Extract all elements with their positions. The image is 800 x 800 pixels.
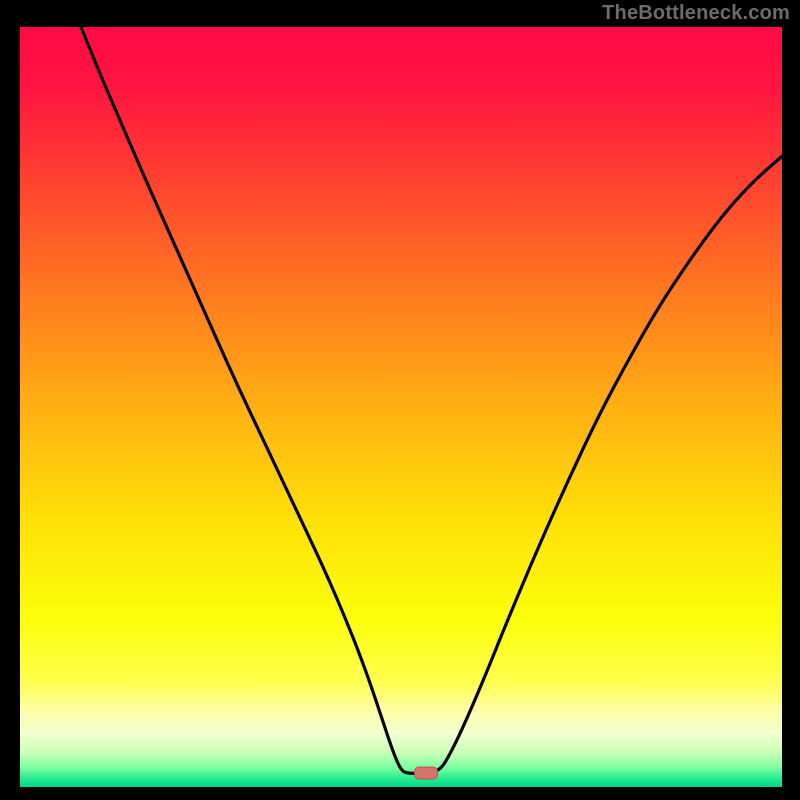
- curve-right-branch: [431, 156, 782, 773]
- watermark-text: TheBottleneck.com: [602, 2, 790, 25]
- plot-frame: [20, 27, 782, 787]
- curve-left-branch: [81, 27, 432, 773]
- chart-container: TheBottleneck.com: [0, 0, 800, 800]
- plot-area: [20, 27, 782, 787]
- optimum-marker: [414, 767, 438, 780]
- bottleneck-curve: [20, 27, 782, 787]
